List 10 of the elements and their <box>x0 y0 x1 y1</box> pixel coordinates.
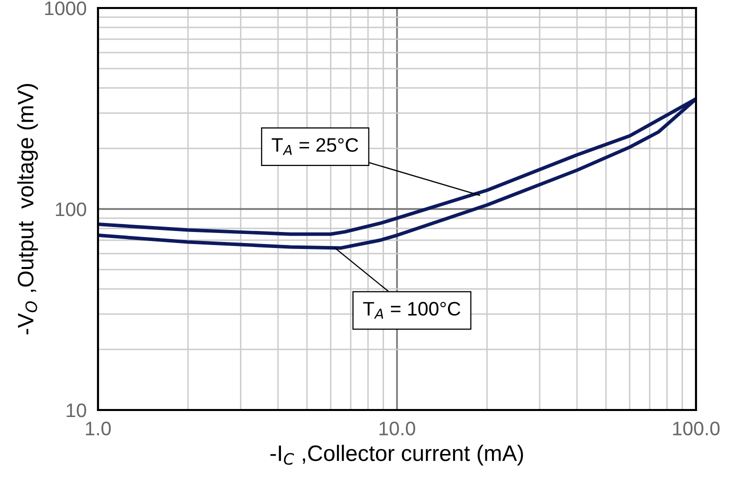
x-tick-label: 10.0 <box>380 422 416 436</box>
x-axis-title: -I$_{C}$ ,Collector current (mA) <box>270 444 523 466</box>
annotation: T$_{A}$ = 100°C <box>363 302 460 319</box>
x-tick-label: 100.0 <box>673 422 720 436</box>
y-tick-label: 1000 <box>45 1 86 16</box>
annotation: T$_{A}$ = 25°C <box>272 138 358 155</box>
x-tick-label: 1.0 <box>86 422 111 436</box>
y-axis-title: -V$_{O}$ ,Output voltage (mV) <box>17 84 38 334</box>
y-tick-label: 10 <box>66 403 86 418</box>
y-tick-label: 100 <box>56 202 86 216</box>
